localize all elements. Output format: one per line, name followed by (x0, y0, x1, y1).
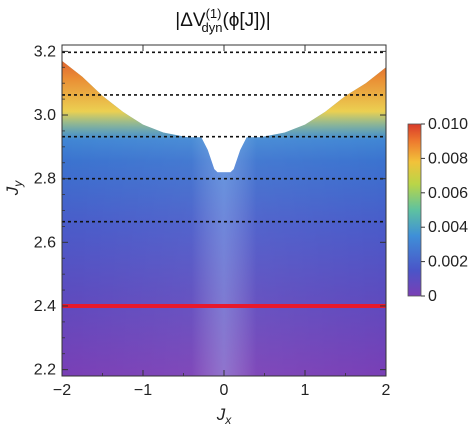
colorbar: 0 0.002 0.004 0.006 0.008 0.010 (407, 116, 468, 305)
y-tick-label: 2.4 (34, 298, 56, 315)
x-axis-label: Jx (216, 405, 233, 427)
y-tick-label: 3.0 (34, 107, 56, 124)
title-prefix: |ΔV (175, 10, 206, 31)
title-suffix: (ϕ[J])| (222, 10, 270, 31)
x-axis-label-main: J (216, 405, 226, 424)
y-tick-label: 2.2 (34, 362, 56, 379)
colorbar-tick-label: 0.008 (428, 150, 468, 167)
y-axis-label-main: J (3, 186, 22, 196)
y-tick-label: 3.2 (34, 43, 56, 60)
title-superscript: (1) (206, 6, 222, 21)
colorbar-gradient (407, 123, 422, 297)
x-axis: −2 −1 0 1 2 (53, 45, 391, 399)
y-axis-label-sub: y (11, 180, 25, 188)
x-tick-label: 1 (301, 382, 310, 399)
colorbar-tick-label: 0.010 (428, 116, 468, 133)
y-tick-label: 2.6 (34, 234, 56, 251)
y-axis: 2.2 2.4 2.6 2.8 3.0 3.2 (34, 43, 386, 379)
colorbar-ticks: 0 0.002 0.004 0.006 0.008 0.010 (421, 116, 468, 305)
x-tick-label: 0 (220, 382, 229, 399)
heatmap-top-band (62, 60, 386, 140)
colorbar-tick-label: 0.006 (428, 185, 468, 202)
chart-title: |ΔV(1) dyn(ϕ[J])| (175, 6, 270, 35)
x-tick-label: −1 (134, 382, 152, 399)
dashed-lines (62, 51, 386, 223)
y-tick-label: 2.8 (34, 171, 56, 188)
colorbar-tick-label: 0 (428, 288, 437, 305)
x-axis-label-sub: x (224, 413, 232, 427)
x-tick-label: −2 (53, 382, 71, 399)
plot-area (62, 51, 386, 376)
y-axis-label: Jy (3, 180, 25, 197)
x-tick-label: 2 (382, 382, 391, 399)
title-subscript: dyn (201, 20, 222, 35)
colorbar-tick-label: 0.004 (428, 219, 468, 236)
colorbar-tick-label: 0.002 (428, 254, 468, 271)
